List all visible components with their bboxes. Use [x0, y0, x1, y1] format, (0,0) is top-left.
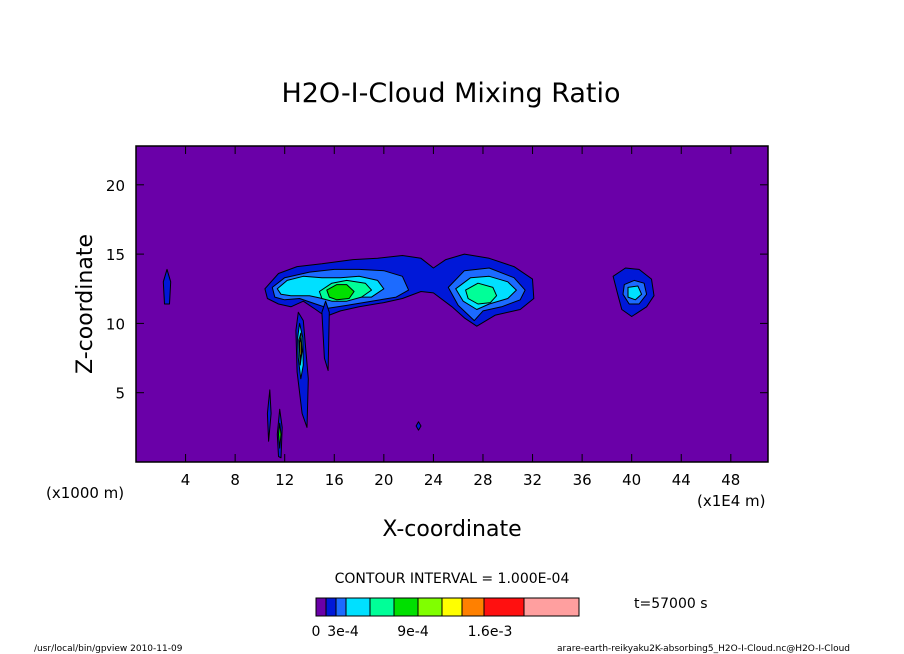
x-tick-labels: 4 8 12 16 20 24 28 32 36 40 44 48 — [181, 471, 741, 489]
colorbar-labels: 0 3e-4 9e-4 1.6e-3 — [312, 624, 513, 640]
colorbar-swatch-4 — [369, 597, 395, 617]
x-tick-label-44: 44 — [672, 471, 691, 489]
x-tick-label-40: 40 — [622, 471, 641, 489]
colorbar-swatch-1 — [325, 597, 337, 617]
x-tick-label-16: 16 — [325, 471, 344, 489]
contour-region-17 — [266, 389, 272, 442]
x-tick-label-20: 20 — [374, 471, 393, 489]
plot-area — [135, 145, 769, 463]
contour-region-19 — [278, 422, 282, 449]
colorbar-swatch-7 — [441, 597, 463, 617]
colorbar — [315, 597, 580, 617]
x-tick-label-28: 28 — [473, 471, 492, 489]
contour-region-7 — [465, 282, 498, 305]
x-tick-label-24: 24 — [424, 471, 443, 489]
time-label: t=57000 s — [634, 596, 708, 612]
y-tick-label-20: 20 — [106, 177, 125, 195]
y-unit-label: (x1000 m) — [46, 484, 124, 502]
contour-region-20 — [415, 421, 422, 431]
y-axis-label: Z-coordinate — [73, 234, 98, 374]
footer-left: /usr/local/bin/gpview 2010-11-09 — [34, 644, 183, 654]
x-tick-label-48: 48 — [721, 471, 740, 489]
colorbar-swatch-9 — [483, 597, 525, 617]
y-tick-label-5: 5 — [115, 385, 125, 403]
y-tick-labels: 5 10 15 20 — [106, 177, 125, 403]
contour-region-15 — [299, 336, 302, 360]
colorbar-label-1: 3e-4 — [327, 624, 359, 640]
x-axis-label: X-coordinate — [382, 517, 521, 542]
contour-region-11 — [627, 285, 643, 301]
y-tick-label-10: 10 — [106, 315, 125, 333]
contour-region-0 — [162, 268, 172, 305]
x-tick-label-36: 36 — [573, 471, 592, 489]
contour-region-16 — [321, 300, 330, 371]
x-tick-label-8: 8 — [230, 471, 240, 489]
x-tick-label-32: 32 — [523, 471, 542, 489]
colorbar-swatch-5 — [393, 597, 419, 617]
chart-title: H2O-I-Cloud Mixing Ratio — [281, 78, 620, 109]
contour-region-8 — [326, 284, 355, 301]
colorbar-swatch-6 — [417, 597, 443, 617]
colorbar-swatch-2 — [335, 597, 347, 617]
footer-right: arare-earth-reikyaku2K-absorbing5_H2O-I-… — [557, 644, 850, 654]
y-tick-label-15: 15 — [106, 246, 125, 264]
colorbar-label-3: 1.6e-3 — [468, 624, 513, 640]
colorbar-swatch-3 — [345, 597, 371, 617]
contour-interval-label: CONTOUR INTERVAL = 1.000E-04 — [335, 571, 570, 587]
contour-fill-layer — [162, 253, 655, 459]
colorbar-swatch-10 — [523, 597, 580, 617]
colorbar-swatch-8 — [461, 597, 485, 617]
x-tick-label-12: 12 — [275, 471, 294, 489]
tick-marks — [136, 146, 768, 462]
plot-frame — [135, 145, 769, 463]
colorbar-label-2: 9e-4 — [397, 624, 429, 640]
x-tick-label-4: 4 — [181, 471, 191, 489]
colorbar-label-0: 0 — [312, 624, 321, 640]
colorbar-swatch-0 — [315, 597, 327, 617]
x-unit-label: (x1E4 m) — [697, 492, 766, 510]
